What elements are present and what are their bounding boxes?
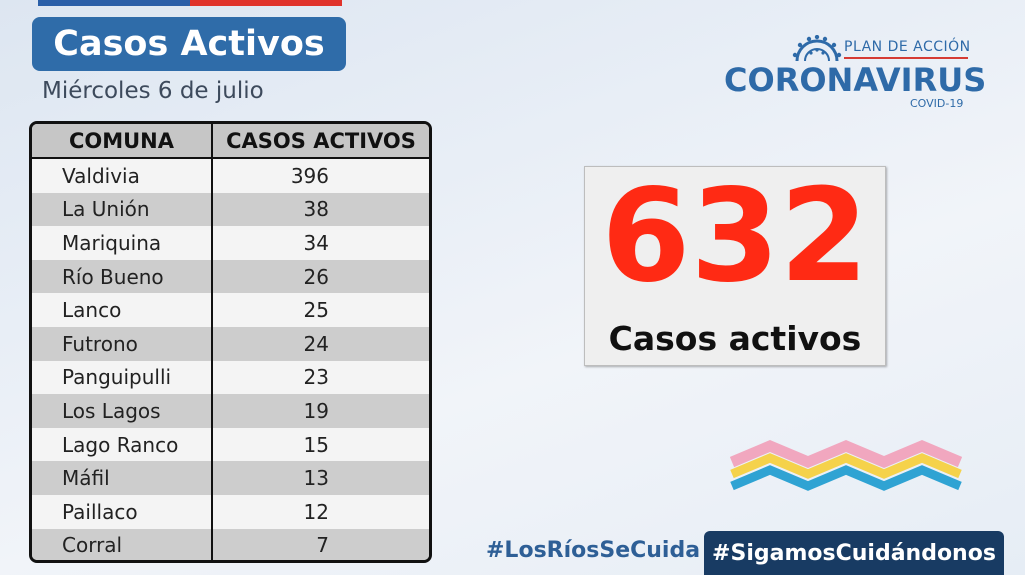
- cell-comuna: Corral: [32, 528, 213, 560]
- cell-comuna: Mariquina: [32, 226, 213, 260]
- header-comuna: COMUNA: [32, 124, 213, 157]
- table-row: Mariquina 34: [32, 226, 429, 260]
- table-row: Los Lagos 19: [32, 394, 429, 428]
- logo-plan-text: PLAN DE ACCIÓN: [844, 39, 971, 55]
- coronavirus-plan-logo: PLAN DE ACCIÓN CORONAVIRUS COVID-19: [724, 35, 986, 115]
- cell-comuna: Paillaco: [32, 494, 213, 529]
- cell-comuna: Futrono: [32, 326, 213, 361]
- header-casos: CASOS ACTIVOS: [226, 128, 416, 153]
- table-row: Panguipulli 23: [32, 360, 429, 395]
- page-title: Casos Activos: [32, 17, 346, 71]
- active-cases-card: 632 Casos activos: [584, 166, 886, 366]
- cell-comuna: Panguipulli: [32, 360, 213, 395]
- cell-casos: 34: [303, 230, 329, 255]
- table-row: Lanco 25: [32, 293, 429, 327]
- cell-casos: 23: [303, 365, 329, 390]
- table-row: La Unión 38: [32, 192, 429, 227]
- cell-comuna: Valdivia: [32, 159, 213, 193]
- cell-casos: 24: [303, 331, 329, 356]
- table-row: Futrono 24: [32, 326, 429, 361]
- cases-table: COMUNA CASOS ACTIVOS Valdivia 396 La Unió…: [29, 121, 432, 563]
- logo-brand-text: CORONAVIRUS: [724, 61, 987, 99]
- table-row: Valdivia 396: [32, 159, 429, 193]
- cell-comuna: Lago Ranco: [32, 427, 213, 462]
- logo-underline: [844, 57, 968, 59]
- cell-casos: 396: [290, 163, 329, 188]
- table-row: Río Bueno 26: [32, 259, 429, 294]
- cell-comuna: La Unión: [32, 192, 213, 227]
- cell-casos: 19: [303, 398, 329, 423]
- cell-comuna: Río Bueno: [32, 259, 213, 294]
- cell-comuna: Lanco: [32, 293, 213, 327]
- cell-casos: 26: [303, 264, 329, 289]
- cell-casos: 12: [303, 499, 329, 524]
- active-cases-number: 632: [601, 162, 869, 311]
- rainbow-zigzag-decoration: [730, 440, 962, 491]
- cell-comuna: Máfil: [32, 461, 213, 495]
- hashtag-sigamos: #SigamosCuidándonos: [704, 531, 1004, 575]
- top-accent-blue: [38, 0, 190, 6]
- cell-casos: 13: [303, 466, 329, 491]
- cell-casos: 38: [303, 197, 329, 222]
- date-label: Miércoles 6 de julio: [42, 78, 264, 104]
- table-row: Paillaco 12: [32, 494, 429, 529]
- cell-casos: 25: [303, 298, 329, 323]
- top-accent-red: [190, 0, 342, 6]
- hashtag-losrios: #LosRíosSeCuida: [486, 538, 701, 563]
- table-row: Lago Ranco 15: [32, 427, 429, 462]
- cell-casos: 7: [316, 533, 329, 558]
- cell-casos: 15: [303, 432, 329, 457]
- top-accent-bar: [38, 0, 342, 6]
- table-header: COMUNA CASOS ACTIVOS: [32, 124, 429, 159]
- logo-covid-text: COVID-19: [910, 97, 964, 110]
- active-cases-label: Casos activos: [608, 319, 862, 358]
- virus-icon: [792, 35, 842, 61]
- cell-comuna: Los Lagos: [32, 394, 213, 428]
- table-row: Corral 7: [32, 528, 429, 560]
- table-row: Máfil 13: [32, 461, 429, 495]
